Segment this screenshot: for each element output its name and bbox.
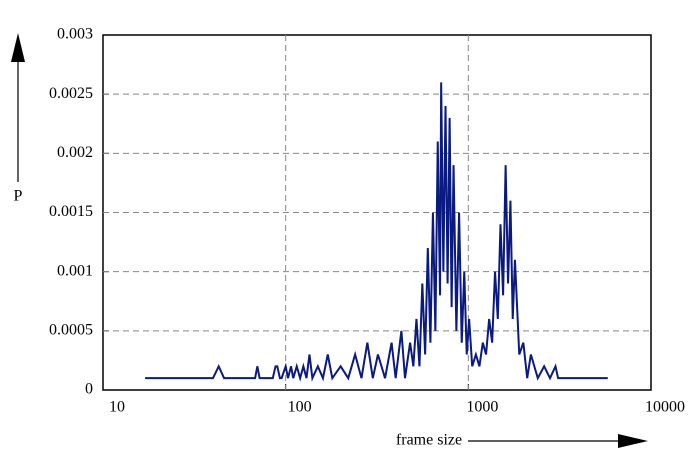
x-axis-label: frame size [396, 432, 462, 449]
y-tick-label: 0.002 [57, 144, 93, 161]
y-tick-label: 0.0025 [49, 85, 93, 102]
data-line [145, 82, 608, 382]
y-axis-label: P [14, 188, 23, 205]
x-tick-label: 10 [109, 399, 125, 416]
x-tick-label: 1000 [466, 399, 498, 416]
y-tick-label: 0.001 [57, 262, 93, 279]
x-tick-label: 100 [288, 399, 312, 416]
y-tick-label: 0 [85, 381, 93, 398]
x-arrow-head [618, 434, 648, 448]
y-tick-label: 0.003 [57, 26, 93, 43]
y-tick-label: 0.0015 [49, 203, 93, 220]
y-arrow-head [11, 33, 25, 62]
x-tick-label: 10000 [645, 399, 685, 416]
y-tick-label: 0.0005 [49, 322, 93, 339]
